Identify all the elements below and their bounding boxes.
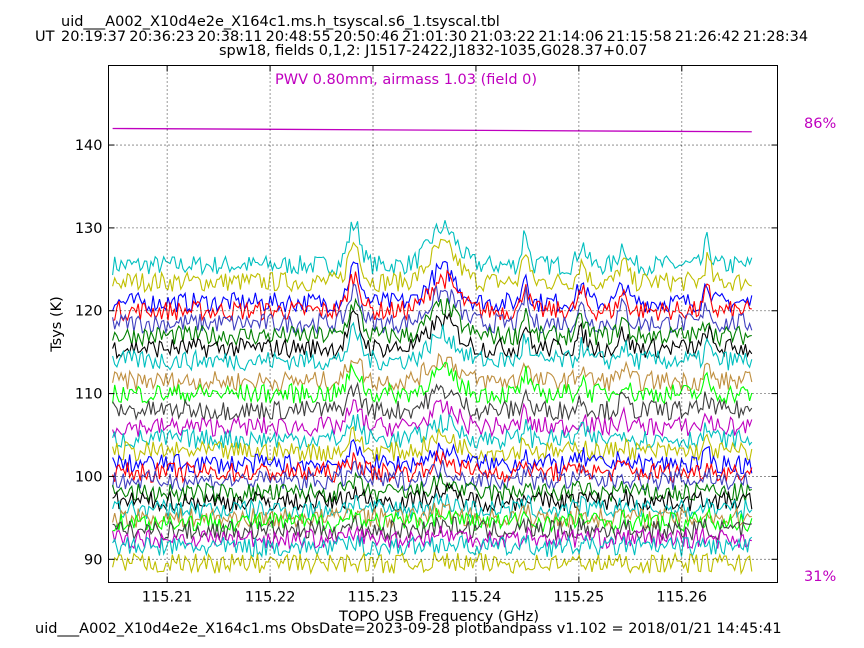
tsys-series-line: [112, 492, 753, 521]
x-tick-label: 115.22: [245, 590, 296, 606]
y-tick-label: 100: [75, 469, 103, 485]
x-tick-label: 115.25: [553, 590, 604, 606]
tsys-series-line: [112, 459, 752, 492]
tsys-series-line: [112, 309, 753, 360]
tsys-series-line: [112, 283, 753, 335]
atm-layer: [112, 127, 752, 133]
tsys-series-line: [112, 352, 753, 394]
tick-layer: 115.21 115.22 115.23 115.24 115.25 115.26 90 10…: [75, 65, 778, 606]
chart-title: uid___A002_X10d4e2e_X164c1.ms.h_tsyscal.…: [61, 14, 500, 30]
tsys-series-line: [112, 413, 753, 452]
tsys-series-line: [112, 321, 753, 372]
ut-time: 21:15:58: [606, 29, 672, 45]
plot-frame: [108, 65, 778, 583]
x-tick-label: 115.24: [451, 590, 502, 606]
ut-times: 20:19:37 20:36:23 20:38:11 20:48:55 20:50:46…: [61, 29, 821, 47]
atm-percent-top: 86%: [804, 116, 837, 132]
tsys-series-line: [112, 361, 753, 406]
ut-time: 20:50:46: [333, 29, 399, 45]
y-tick-label: 130: [75, 221, 103, 237]
pwv-annotation: PWV 0.80mm, airmass 1.03 (field 0): [275, 72, 538, 88]
chart-subtitle: spw18, fields 0,1,2: J1517-2422,J1832-10…: [219, 43, 648, 59]
atm-percent-bottom: 31%: [804, 569, 837, 585]
ut-time: 20:19:37: [61, 29, 127, 45]
x-tick-label: 115.23: [348, 590, 399, 606]
ut-time: 21:26:42: [674, 29, 740, 45]
x-tick-label: 115.21: [142, 590, 193, 606]
tsys-series-line: [112, 220, 753, 277]
ut-time: 21:28:34: [743, 29, 809, 45]
tsys-series-line: [112, 260, 753, 314]
tsys-series-line: [112, 534, 753, 559]
x-tick-label: 115.26: [656, 590, 707, 606]
tsys-series-line: [112, 269, 752, 322]
y-axis-label: Tsys (K): [49, 296, 65, 352]
footer-text: uid___A002_X10d4e2e_X164c1.ms ObsDate=20…: [35, 621, 782, 637]
ut-time: 21:14:06: [538, 29, 604, 45]
tsys-series-line: [112, 481, 753, 513]
tsys-series-line: [112, 238, 752, 294]
x-axis-label: TOPO USB Frequency (GHz): [339, 609, 539, 625]
tsys-series-line: [112, 297, 752, 348]
atm-transmission-line: [112, 127, 752, 133]
y-tick-label: 120: [75, 304, 103, 320]
tsys-series-line: [112, 426, 753, 463]
y-tick-label: 90: [84, 552, 102, 568]
tsys-series-line: [112, 438, 753, 475]
series-layer: [112, 220, 753, 576]
ut-time: 20:38:11: [197, 29, 263, 45]
tsys-series-line: [112, 514, 752, 542]
tsys-series-line: [112, 471, 752, 504]
ut-time: 20:36:23: [129, 29, 195, 45]
ut-label: UT: [35, 29, 55, 45]
tsys-series-line: [112, 506, 753, 534]
tsys-series-line: [112, 551, 753, 576]
y-tick-label: 140: [75, 138, 103, 154]
ut-time: 20:48:55: [265, 29, 331, 45]
ut-time: 21:03:22: [470, 29, 536, 45]
ut-time: 21:01:30: [402, 29, 468, 45]
y-tick-label: 110: [75, 387, 103, 403]
tsys-series-line: [112, 381, 753, 422]
tsys-series-line: [112, 449, 753, 484]
